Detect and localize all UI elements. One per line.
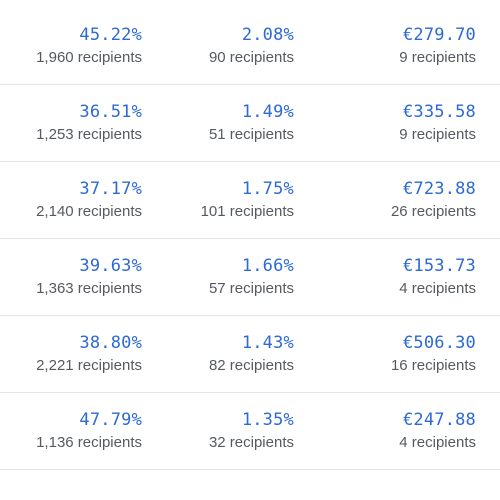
open-rate-value: 39.63% — [79, 256, 142, 276]
open-recipients-count: 2,140 recipients — [36, 203, 142, 220]
click-rate-value: 1.75% — [241, 179, 294, 199]
click-rate-cell: 1.66% 57 recipients — [209, 255, 294, 299]
click-recipients-count: 32 recipients — [208, 434, 294, 451]
click-rate-value: 1.66% — [241, 256, 294, 276]
revenue-recipients-count: 9 recipients — [399, 126, 476, 143]
open-rate-value: 38.80% — [79, 333, 142, 353]
revenue-cell: €506.30 16 recipients — [391, 332, 476, 376]
click-rate-value: 1.49% — [241, 102, 294, 122]
click-recipients-count: 82 recipients — [208, 357, 294, 374]
open-rate-cell: 47.79% 1,136 recipients — [36, 409, 142, 453]
open-recipients-count: 1,253 recipients — [36, 126, 142, 143]
open-rate-cell: 45.22% 1,960 recipients — [36, 24, 142, 68]
revenue-cell: €279.70 9 recipients — [399, 24, 476, 68]
revenue-recipients-count: 4 recipients — [399, 280, 476, 297]
revenue-recipients-count: 26 recipients — [390, 203, 476, 220]
open-rate-cell: 36.51% 1,253 recipients — [36, 101, 142, 145]
revenue-recipients-count: 9 recipients — [399, 49, 476, 66]
open-rate-value: 37.17% — [79, 179, 142, 199]
revenue-recipients-count: 16 recipients — [390, 357, 476, 374]
revenue-value: €506.30 — [402, 333, 476, 353]
table-row[interactable]: 38.80% 2,221 recipients 1.43% 82 recipie… — [0, 316, 500, 393]
table-row[interactable]: 36.51% 1,253 recipients 1.49% 51 recipie… — [0, 85, 500, 162]
click-recipients-count: 101 recipients — [200, 203, 294, 220]
revenue-recipients-count: 4 recipients — [399, 434, 476, 451]
table-row[interactable]: 45.22% 1,960 recipients 2.08% 90 recipie… — [0, 8, 500, 85]
revenue-value: €279.70 — [402, 25, 476, 45]
revenue-cell: €153.73 4 recipients — [399, 255, 476, 299]
click-recipients-count: 51 recipients — [208, 126, 294, 143]
click-rate-value: 1.43% — [241, 333, 294, 353]
click-rate-cell: 1.75% 101 recipients — [201, 178, 294, 222]
open-rate-value: 36.51% — [79, 102, 142, 122]
metrics-table: 45.22% 1,960 recipients 2.08% 90 recipie… — [0, 8, 500, 470]
revenue-cell: €723.88 26 recipients — [391, 178, 476, 222]
open-rate-cell: 39.63% 1,363 recipients — [36, 255, 142, 299]
click-rate-value: 2.08% — [241, 25, 294, 45]
open-recipients-count: 2,221 recipients — [36, 357, 142, 374]
table-row[interactable]: 37.17% 2,140 recipients 1.75% 101 recipi… — [0, 162, 500, 239]
click-rate-value: 1.35% — [241, 410, 294, 430]
revenue-value: €335.58 — [402, 102, 476, 122]
table-row[interactable]: 39.63% 1,363 recipients 1.66% 57 recipie… — [0, 239, 500, 316]
open-recipients-count: 1,363 recipients — [36, 280, 142, 297]
click-rate-cell: 1.43% 82 recipients — [209, 332, 294, 376]
revenue-cell: €335.58 9 recipients — [399, 101, 476, 145]
click-recipients-count: 57 recipients — [208, 280, 294, 297]
revenue-cell: €247.88 4 recipients — [399, 409, 476, 453]
open-recipients-count: 1,960 recipients — [36, 49, 142, 66]
click-rate-cell: 1.35% 32 recipients — [209, 409, 294, 453]
open-recipients-count: 1,136 recipients — [36, 434, 142, 451]
click-rate-cell: 1.49% 51 recipients — [209, 101, 294, 145]
click-recipients-count: 90 recipients — [208, 49, 294, 66]
revenue-value: €723.88 — [402, 179, 476, 199]
click-rate-cell: 2.08% 90 recipients — [209, 24, 294, 68]
open-rate-cell: 38.80% 2,221 recipients — [36, 332, 142, 376]
table-row[interactable]: 47.79% 1,136 recipients 1.35% 32 recipie… — [0, 393, 500, 470]
open-rate-value: 47.79% — [79, 410, 142, 430]
revenue-value: €153.73 — [402, 256, 476, 276]
open-rate-value: 45.22% — [79, 25, 142, 45]
revenue-value: €247.88 — [402, 410, 476, 430]
open-rate-cell: 37.17% 2,140 recipients — [36, 178, 142, 222]
